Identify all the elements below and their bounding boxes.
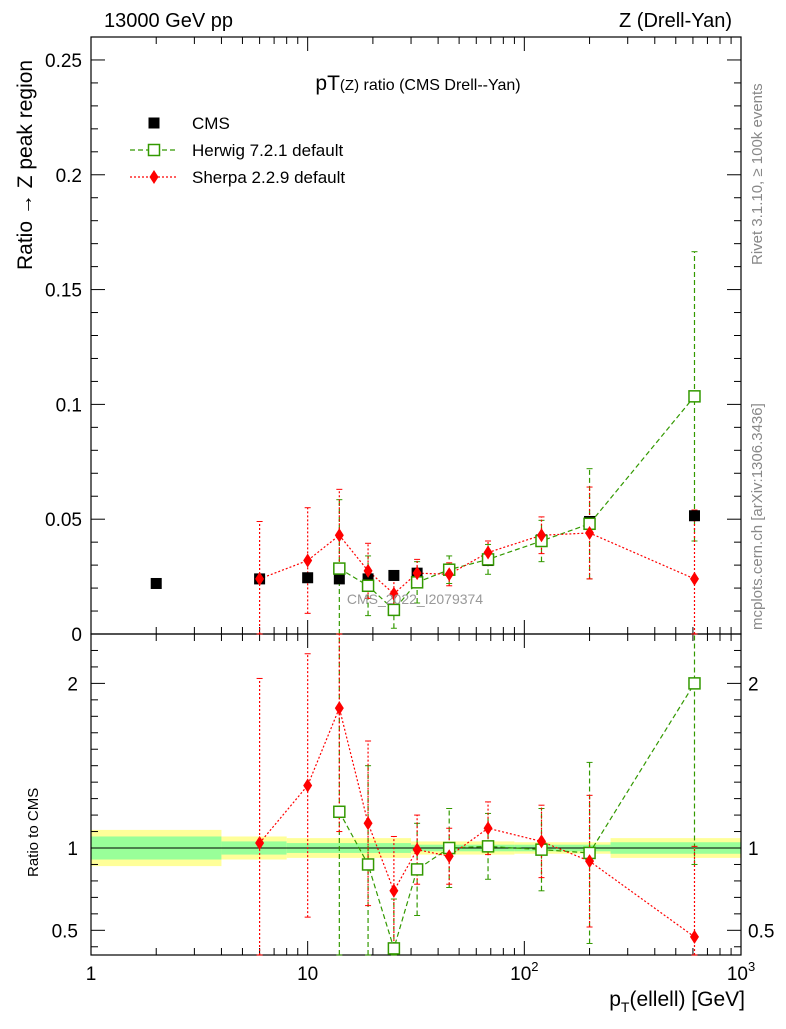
legend-marker-0 [148, 117, 160, 129]
series-1-ratio-point [585, 854, 595, 869]
series-1-point [334, 528, 344, 543]
y-tick-label-0: 0 [71, 625, 82, 646]
legend: CMS Herwig 7.2.1 default Sherpa 2.2.9 defa… [130, 114, 345, 187]
series-1-ratio-point [483, 821, 493, 836]
series-1-point [585, 525, 595, 540]
series-1-point [255, 571, 265, 586]
series-1-ratio-point [689, 929, 699, 944]
legend-label-1: Herwig 7.2.1 default [192, 141, 343, 160]
y-tick-label-1: 0.05 [45, 510, 82, 531]
y-tick-label-3: 0.15 [45, 281, 82, 302]
ratio-y-axis-label: Ratio to CMS [25, 788, 42, 877]
cms-point [302, 572, 314, 584]
cms-point [388, 569, 400, 581]
series-1-point [444, 567, 454, 582]
series-0-ratio-point [387, 942, 401, 955]
series-1-point [689, 571, 699, 586]
series-0-ratio-point [361, 858, 375, 871]
series-1-ratio-point [334, 701, 344, 716]
y-tick-label-5: 0.25 [45, 51, 82, 72]
series-0-point [688, 390, 701, 403]
legend-marker-1 [147, 143, 161, 157]
x-tick-label-1: 10 [297, 964, 318, 985]
data-group [150, 251, 701, 956]
series-1-point [363, 563, 373, 578]
ratio-tick-label-right-0: 0.5 [748, 921, 774, 942]
header-left: 13000 GeV pp [104, 10, 233, 32]
cms-point [333, 573, 345, 585]
ratio-frame [90, 633, 742, 956]
legend-label-2: Sherpa 2.2.9 default [192, 168, 345, 187]
chart-title: pT(Z) ratio (CMS Drell--Yan) [315, 72, 520, 95]
y-tick-label-4: 0.2 [56, 166, 82, 187]
series-0-point [333, 562, 346, 575]
header-right: Z (Drell-Yan) [619, 10, 732, 32]
series-1-ratio-point [444, 849, 454, 864]
series-0-ratio-point [333, 805, 346, 819]
mcplots-label: mcplots.cern.ch [arXiv:1306.3436] [749, 403, 766, 630]
legend-label-0: CMS [192, 114, 230, 133]
ratio-tick-label-left-1: 1 [67, 839, 78, 860]
ratio-tick-label-left-2: 2 [67, 674, 78, 695]
series-1-ratio-point [363, 816, 373, 831]
series-1-point [303, 553, 313, 568]
series-0-ratio-point [481, 840, 495, 853]
y-tick-label-2: 0.1 [56, 395, 82, 416]
ratio-tick-label-right-1: 1 [748, 839, 759, 860]
cms-point [688, 510, 700, 522]
series-1-point [536, 528, 546, 543]
ratio-line-0 [338, 683, 695, 951]
x-tick-label-2: 102 [510, 959, 538, 985]
cms-point [150, 577, 162, 589]
x-axis-label: pT(ellell) [GeV] [609, 988, 745, 1015]
series-1-ratio-point [536, 834, 546, 849]
series-1-ratio-point [255, 836, 265, 851]
series-0-point [361, 579, 375, 593]
series-1-point [389, 586, 399, 601]
axes-group: 1 10 102 103 0 0.05 0.1 0.15 0.2 0.25 0.5 0.5 1 1 2 2 [45, 36, 774, 985]
ratio-tick-label-left-0: 0.5 [52, 921, 78, 942]
series-0-ratio-point [410, 863, 424, 876]
series-1-ratio-point [303, 778, 313, 793]
legend-marker-2 [149, 170, 159, 184]
series-1-point [412, 566, 422, 581]
ratio-line-1 [259, 706, 695, 938]
series-0-ratio-point [688, 677, 701, 690]
main-frame [90, 36, 742, 635]
ratio-tick-label-right-2: 2 [748, 674, 759, 695]
main-line-1 [259, 532, 695, 595]
cms-point [362, 573, 374, 585]
series-1-ratio-point [412, 842, 422, 857]
x-tick-label-3: 103 [727, 959, 755, 985]
series-0-point [387, 603, 401, 617]
y-axis-label: Ratio → Z peak region [14, 60, 37, 270]
watermark: CMS_2022_I2079374 [347, 591, 483, 607]
rivet-label: Rivet 3.1.10, ≥ 100k events [749, 83, 766, 265]
x-tick-label-0: 1 [86, 964, 97, 985]
series-1 [256, 486, 698, 956]
series-1-ratio-point [389, 883, 399, 898]
series-1-point [483, 545, 493, 560]
